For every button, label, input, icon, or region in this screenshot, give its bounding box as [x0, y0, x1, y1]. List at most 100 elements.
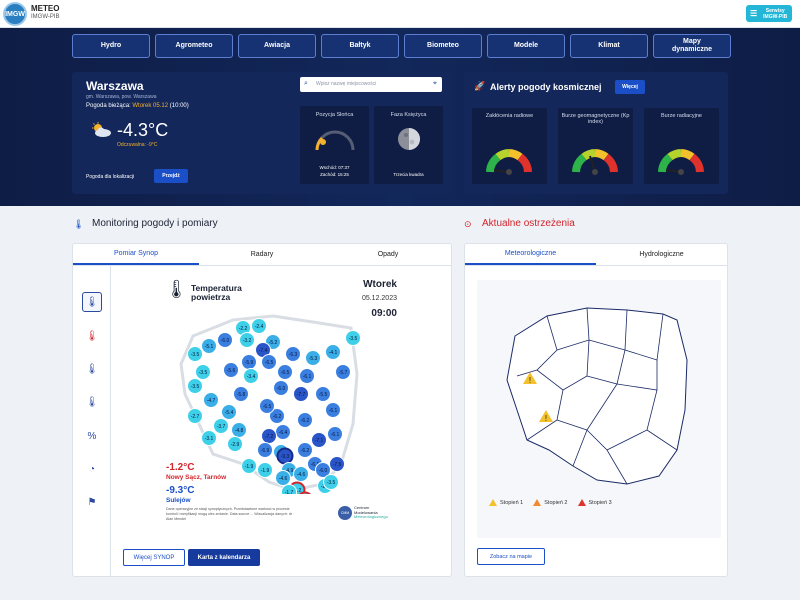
- station-value: -6.0: [277, 386, 286, 392]
- max-temperature-icon[interactable]: 🌡: [85, 330, 99, 342]
- calendar-card-button[interactable]: Karta z kalendarza: [188, 549, 260, 566]
- station-marker[interactable]: [187, 408, 203, 424]
- location-search[interactable]: ⌕ Wpisz nazwę miejscowości ⌖: [300, 77, 442, 92]
- station-value: -6.0: [319, 468, 328, 474]
- station-marker[interactable]: [195, 364, 211, 380]
- station-marker[interactable]: [281, 484, 297, 495]
- parameter-sidebar: 🌡 🌡 🌡 🌡 % ◔ ⚑: [73, 266, 111, 577]
- station-marker[interactable]: [187, 378, 203, 394]
- station-marker[interactable]: [311, 432, 327, 448]
- station-marker[interactable]: [315, 386, 331, 402]
- station-marker[interactable]: [187, 346, 203, 362]
- station-marker[interactable]: [305, 350, 321, 366]
- current-time: (10:00): [169, 103, 189, 109]
- search-input[interactable]: Wpisz nazwę miejscowości: [316, 81, 377, 87]
- moon-phase: Trzecia kwadra: [393, 172, 424, 177]
- space-alerts-more-button[interactable]: Więcej: [615, 80, 645, 94]
- temperature-icon[interactable]: 🌡: [82, 292, 102, 312]
- station-marker[interactable]: [259, 398, 275, 414]
- station-marker[interactable]: [227, 436, 243, 452]
- station-marker[interactable]: [277, 364, 293, 380]
- station-marker[interactable]: [261, 354, 277, 370]
- station-marker[interactable]: [239, 332, 255, 348]
- station-marker[interactable]: [243, 368, 259, 384]
- station-marker[interactable]: [201, 430, 217, 446]
- warning-red-icon: [577, 499, 586, 506]
- nav-baltyk[interactable]: Bałtyk: [321, 34, 399, 58]
- warning-level-1-icon: !: [523, 372, 537, 385]
- station-marker[interactable]: [335, 364, 351, 380]
- humidity-icon[interactable]: %: [87, 430, 97, 442]
- nav-mapy-dynamiczne[interactable]: Mapy dynamiczne: [653, 34, 731, 58]
- go-button[interactable]: Przejdź: [154, 169, 188, 183]
- station-value: -2.7: [191, 414, 200, 420]
- station-marker[interactable]: [251, 318, 267, 334]
- station-marker[interactable]: [221, 404, 237, 420]
- station-marker[interactable]: [299, 368, 315, 384]
- station-marker[interactable]: [217, 332, 233, 348]
- search-icon: ⌕: [304, 80, 308, 87]
- station-marker[interactable]: [285, 346, 301, 362]
- station-marker[interactable]: [203, 392, 219, 408]
- synop-temperature-map[interactable]: -3.5 -2.2 -2.4 -5.1 -6.0 -3.2 -5.2-7.4 -3.5 -3.5…: [173, 314, 363, 494]
- station-marker[interactable]: [329, 456, 345, 472]
- imgw-logo[interactable]: IMGW: [3, 2, 27, 26]
- station-marker[interactable]: [323, 474, 339, 490]
- station-marker[interactable]: [297, 412, 313, 428]
- station-marker[interactable]: [273, 380, 289, 396]
- station-marker[interactable]: [315, 462, 331, 478]
- station-marker[interactable]: [325, 402, 341, 418]
- station-marker[interactable]: [297, 442, 313, 458]
- nav-biometeo[interactable]: Biometeo: [404, 34, 482, 58]
- warnings-map[interactable]: ! !: [477, 280, 721, 538]
- perceived-temperature-icon[interactable]: 🌡: [85, 396, 99, 408]
- moon-title: Faza Księżyca: [390, 112, 427, 118]
- nav-hydro[interactable]: Hydro: [72, 34, 150, 58]
- min-temperature-icon[interactable]: 🌡: [85, 363, 99, 375]
- tab-pomiar-synop[interactable]: Pomiar Synop: [73, 244, 199, 265]
- station-value: -3.5: [191, 384, 200, 390]
- nav-klimat[interactable]: Klimat: [570, 34, 648, 58]
- station-marker[interactable]: [293, 386, 309, 402]
- station-marker[interactable]: [257, 462, 273, 478]
- pressure-icon[interactable]: ◔: [88, 463, 96, 475]
- tab-meteorologiczne[interactable]: Meteorologiczne: [465, 244, 596, 265]
- station-value: -5.9: [245, 360, 254, 366]
- station-value: -7.1: [315, 438, 324, 444]
- warning-yellow-icon: [489, 499, 497, 506]
- station-marker[interactable]: [213, 418, 229, 434]
- more-synop-button[interactable]: Więcej SYNOP: [123, 549, 185, 566]
- services-menu-button[interactable]: ☰ Serwisy IMGW-PIB: [746, 5, 792, 22]
- min-temperature-city: Sulejów: [166, 497, 191, 504]
- station-marker[interactable]: [257, 442, 273, 458]
- station-marker[interactable]: [241, 458, 257, 474]
- station-marker[interactable]: [233, 386, 249, 402]
- locate-icon[interactable]: ⌖: [433, 80, 437, 87]
- station-marker[interactable]: [327, 426, 343, 442]
- nav-agrometeo[interactable]: Agrometeo: [155, 34, 233, 58]
- wind-icon[interactable]: ⚑: [87, 496, 97, 508]
- gauge-radiation-title: Burze radiacyjne: [661, 113, 702, 119]
- station-marker[interactable]: [345, 330, 361, 346]
- station-marker[interactable]: [201, 338, 217, 354]
- tab-radary[interactable]: Radary: [250, 251, 274, 258]
- cmm-logo: CMM Centrum Modelowania Meteorologiczneg…: [338, 506, 388, 520]
- station-marker[interactable]: [298, 491, 313, 495]
- station-marker[interactable]: [275, 470, 291, 486]
- hamburger-icon: ☰: [750, 9, 758, 18]
- station-marker[interactable]: [269, 408, 285, 424]
- station-value: -6.2: [273, 414, 282, 420]
- station-value: -1.7: [285, 490, 294, 494]
- space-weather-panel: 🚀 Alerty pogody kosmicznej Więcej Zakłóc…: [464, 72, 728, 194]
- station-marker[interactable]: [325, 344, 341, 360]
- nav-awiacja[interactable]: Awiacja: [238, 34, 316, 58]
- station-marker[interactable]: [293, 466, 309, 482]
- nav-modele[interactable]: Modele: [487, 34, 565, 58]
- current-temperature: -4.3°C: [117, 120, 169, 140]
- hero-section: Hydro Agrometeo Awiacja Bałtyk Biometeo …: [0, 28, 800, 206]
- see-on-map-button[interactable]: Zobacz na mapie: [477, 548, 545, 565]
- station-marker[interactable]: [223, 362, 239, 378]
- tab-opady[interactable]: Opady: [377, 251, 399, 258]
- tab-hydrologiczne[interactable]: Hydrologiczne: [639, 251, 684, 258]
- station-value: -5.8: [237, 392, 246, 398]
